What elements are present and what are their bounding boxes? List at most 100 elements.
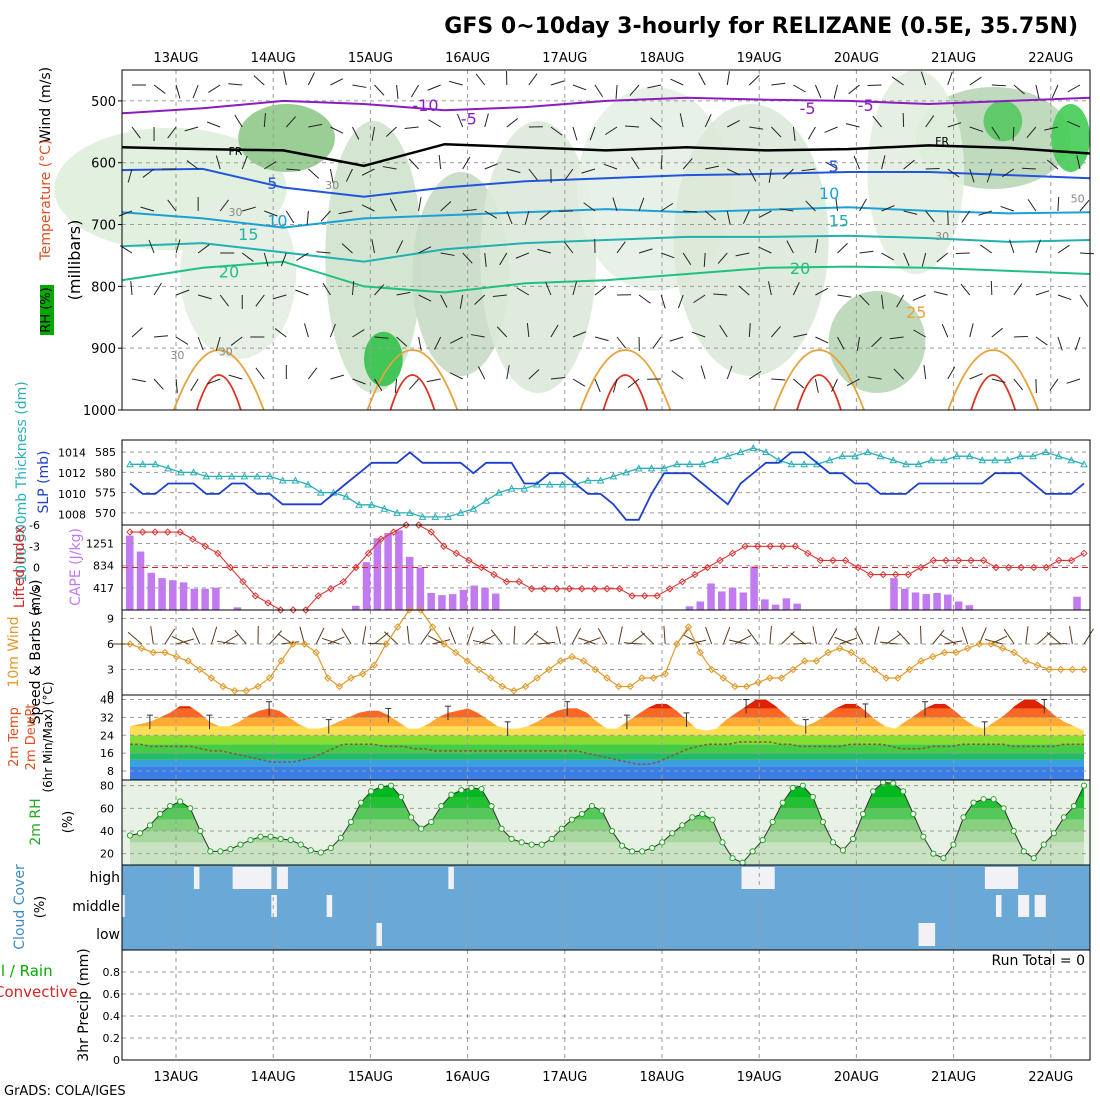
rh-marker (529, 842, 534, 847)
rh-marker (921, 834, 926, 839)
temp-band (122, 699, 1090, 708)
cape-bar (148, 573, 156, 610)
cape-bar (449, 594, 457, 610)
slp-ylabel: SLP (mb) (36, 450, 52, 513)
rh-marker (147, 823, 152, 828)
rh-marker (991, 797, 996, 802)
temp-ylabel: 2m Temp (7, 707, 22, 767)
wind-barb-10m (363, 626, 366, 644)
rh-area (984, 101, 1023, 142)
rh-marker (840, 848, 845, 853)
date-label-bottom: 20AUG (834, 1070, 879, 1085)
y-tick-label: 600 (91, 157, 116, 172)
cape-bar (169, 580, 177, 610)
date-label-bottom: 22AUG (1028, 1070, 1073, 1085)
date-label-bottom: 14AUG (251, 1070, 296, 1085)
date-label-top: 16AUG (445, 51, 490, 66)
temp-tick-label: 24 (100, 729, 114, 742)
rh-marker (1061, 815, 1066, 820)
cape-bar (438, 595, 446, 610)
temp-band (122, 726, 1090, 735)
rh-marker (539, 842, 544, 847)
wind-barb-10m (384, 632, 397, 644)
cloud-gap-high (448, 867, 454, 889)
rh-marker (178, 799, 183, 804)
cape-bar (406, 557, 414, 610)
rh-marker (338, 835, 343, 840)
contour-label: FR (228, 145, 242, 158)
wind-barb-10m (165, 629, 175, 644)
temp-tick-label: 8 (107, 765, 114, 778)
rh-marker (158, 811, 163, 816)
contour-label: 20 (790, 259, 810, 278)
slp-tick-label: 1012 (58, 467, 86, 480)
thickness-tick-label: 570 (95, 507, 116, 520)
rh-marker (449, 792, 454, 797)
cape-bar (1073, 597, 1081, 610)
contour-label: 30 (935, 230, 949, 243)
cape-tick-label: 417 (93, 582, 114, 595)
rh-marker (1021, 849, 1026, 854)
date-label-top: 14AUG (251, 51, 296, 66)
wind-barb-10m (1084, 629, 1094, 644)
cloud-ylabel-unit: (%) (33, 896, 48, 919)
rh-ylabel: 2m RH (28, 798, 44, 845)
rh-marker (208, 849, 213, 854)
rh-marker (1011, 828, 1016, 833)
rh-marker (700, 811, 705, 816)
cape-bar (492, 594, 500, 610)
profile-ylabel-unit: (millibars) (65, 220, 84, 301)
contour-label: -10 (412, 96, 438, 115)
rh-marker (278, 836, 283, 841)
wind-barb-10m (1047, 632, 1061, 644)
contour-label: 30 (228, 206, 242, 219)
contour-label: 5 (267, 174, 277, 193)
cape-bar (374, 538, 382, 610)
rh-marker (790, 785, 795, 790)
y-tick-label: 500 (91, 95, 116, 110)
cloud-gap-high (764, 867, 770, 889)
wind-barb-10m (1026, 626, 1028, 644)
rh-tick-label: 80 (100, 780, 114, 793)
cape-tick-label: 1251 (86, 538, 114, 551)
wind-barb-10m (706, 627, 712, 644)
rh-marker (1051, 831, 1056, 836)
cape-bar (460, 590, 468, 610)
rh-area (674, 104, 829, 376)
cape-bar (933, 593, 941, 610)
cape-bar (740, 592, 748, 610)
date-label-top: 15AUG (348, 51, 393, 66)
contour-label: 25 (906, 303, 926, 322)
rh-marker (1071, 803, 1076, 808)
cape-bar (923, 594, 931, 610)
wind-barb-10m (782, 631, 795, 644)
profile-panel: 5006007008009001000-10-5-5-5FRFR55101015… (38, 67, 1094, 419)
cape-ylabel: CAPE (J/kg) (68, 528, 84, 606)
temp-band (122, 708, 1090, 717)
y-tick-label: 1000 (83, 404, 116, 419)
temp-tick-label: 16 (100, 747, 114, 760)
precip-label-convective: Convective (0, 983, 78, 1001)
cape-bar (890, 578, 898, 610)
cape-bar (761, 599, 769, 610)
temp-tick-label: 40 (100, 693, 114, 706)
rh-marker (710, 817, 715, 822)
contour-label: -5 (800, 99, 816, 118)
rh-ylabel-unit: (%) (61, 811, 76, 834)
wind-barb-10m (473, 641, 491, 644)
cape-tick-label: 834 (93, 560, 114, 573)
rh-tick-label: 60 (100, 802, 114, 815)
cloud-level-label: middle (72, 899, 120, 915)
rh-marker (298, 842, 303, 847)
rh-marker (559, 826, 564, 831)
cape-bar (137, 552, 145, 610)
precip-ylabel: 3hr Precip (mm) (76, 948, 92, 1061)
cloud-gap-low (376, 923, 382, 946)
rh-marker (459, 788, 464, 793)
wind-barb-10m (556, 626, 560, 644)
dewpt-ylabel: 2m DewPt (24, 704, 39, 771)
rh-marker (409, 815, 414, 820)
y-tick-label: 700 (91, 219, 116, 234)
